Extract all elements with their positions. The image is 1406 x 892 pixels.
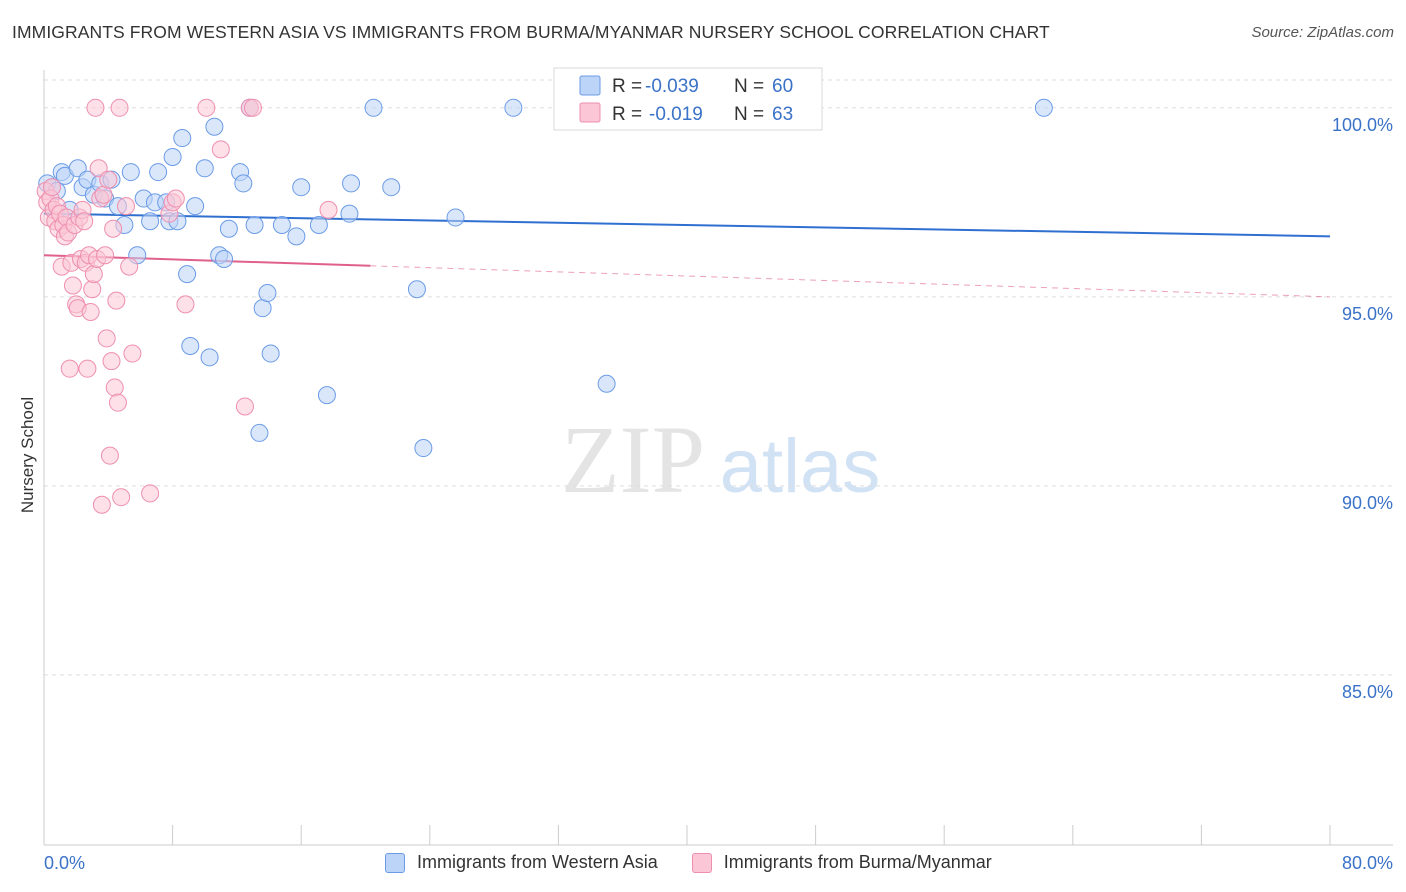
data-point: [84, 265, 103, 284]
data-point: [340, 204, 359, 223]
data-point: [253, 299, 272, 318]
watermark-zip: ZIP: [561, 406, 705, 513]
data-point: [176, 295, 195, 314]
data-point: [105, 378, 124, 397]
data-point: [116, 197, 135, 216]
data-point: [250, 423, 269, 442]
data-point: [108, 393, 127, 412]
stats-swatch-blue: [579, 75, 601, 96]
y-tick-label: 90.0%: [1342, 493, 1393, 513]
data-point: [317, 386, 336, 405]
data-point: [107, 291, 126, 310]
data-point: [261, 344, 280, 363]
legend-item-western-asia: Immigrants from Western Asia: [385, 852, 658, 873]
data-point: [219, 219, 238, 238]
data-point: [99, 170, 118, 189]
watermark-atlas: atlas: [720, 424, 881, 509]
data-point: [1034, 98, 1053, 117]
data-point: [504, 98, 523, 117]
stats-r-value: -0.019: [649, 104, 703, 125]
data-point: [414, 439, 433, 458]
stats-n-value: 63: [772, 104, 793, 125]
x-tick-label: 80.0%: [1342, 853, 1393, 873]
stats-n-label: N =: [734, 104, 764, 125]
data-point: [186, 197, 205, 216]
data-point: [123, 344, 142, 363]
data-point: [86, 98, 105, 117]
data-point: [364, 98, 383, 117]
data-point: [141, 212, 160, 231]
data-point: [258, 284, 277, 303]
data-point: [78, 359, 97, 378]
data-point: [102, 352, 121, 371]
data-point: [205, 117, 224, 136]
data-point: [163, 147, 182, 166]
data-point: [215, 250, 234, 269]
data-point: [94, 185, 113, 204]
legend-swatch-pink: [691, 852, 712, 873]
x-tick-label: 0.0%: [44, 853, 85, 873]
data-point: [319, 200, 338, 219]
data-point: [243, 98, 262, 117]
stats-n-label: N =: [734, 76, 764, 97]
legend-item-burma: Immigrants from Burma/Myanmar: [691, 852, 992, 873]
data-point: [121, 163, 140, 182]
data-point: [292, 178, 311, 197]
source-label: Source: ZipAtlas.com: [1251, 24, 1394, 41]
data-point: [166, 189, 185, 208]
data-point: [309, 216, 328, 234]
data-point: [382, 178, 401, 197]
chart-title: IMMIGRANTS FROM WESTERN ASIA VS IMMIGRAN…: [12, 22, 1050, 42]
data-point: [43, 178, 62, 197]
data-point: [245, 216, 264, 234]
legend-label: Immigrants from Burma/Myanmar: [723, 852, 992, 872]
data-point: [407, 280, 426, 299]
data-point: [81, 302, 100, 321]
data-point: [173, 129, 192, 148]
y-tick-label: 85.0%: [1342, 682, 1393, 702]
data-point: [120, 257, 139, 276]
data-point: [112, 488, 131, 507]
y-axis-label: Nursery School: [18, 397, 37, 513]
stats-r-label: R =: [612, 104, 642, 125]
data-point: [200, 348, 219, 367]
bottom-legend: Immigrants from Western Asia Immigrants …: [385, 852, 992, 873]
y-tick-label: 100.0%: [1332, 115, 1393, 135]
stats-r-value: -0.039: [645, 76, 699, 97]
data-point: [149, 163, 168, 182]
data-point: [63, 276, 82, 295]
data-point: [235, 397, 254, 416]
data-point: [92, 495, 111, 514]
data-point: [287, 227, 306, 246]
data-point: [75, 212, 94, 231]
data-point: [342, 174, 361, 193]
data-point: [181, 336, 200, 355]
stats-swatch-pink: [579, 102, 601, 123]
legend-label: Immigrants from Western Asia: [417, 852, 658, 872]
data-point: [597, 374, 616, 393]
data-points: [36, 98, 1053, 514]
y-tick-label: 95.0%: [1342, 304, 1393, 324]
data-point: [211, 140, 230, 159]
data-point: [197, 98, 216, 117]
data-point: [234, 174, 253, 193]
data-point: [178, 265, 197, 284]
stats-legend: R = -0.039 N = 60 R = -0.019 N = 63: [553, 67, 823, 131]
data-point: [446, 208, 465, 227]
data-point: [97, 329, 116, 348]
data-point: [83, 280, 102, 299]
data-point: [96, 246, 115, 265]
data-point: [100, 446, 119, 465]
data-point: [110, 98, 129, 117]
data-point: [195, 159, 214, 178]
data-point: [60, 359, 79, 378]
legend-swatch-blue: [385, 852, 405, 873]
data-point: [104, 219, 123, 238]
trend-line-extension: [370, 265, 1331, 298]
data-point: [272, 216, 291, 234]
stats-r-label: R =: [612, 76, 642, 97]
data-point: [141, 484, 160, 503]
stats-n-value: 60: [772, 76, 793, 97]
